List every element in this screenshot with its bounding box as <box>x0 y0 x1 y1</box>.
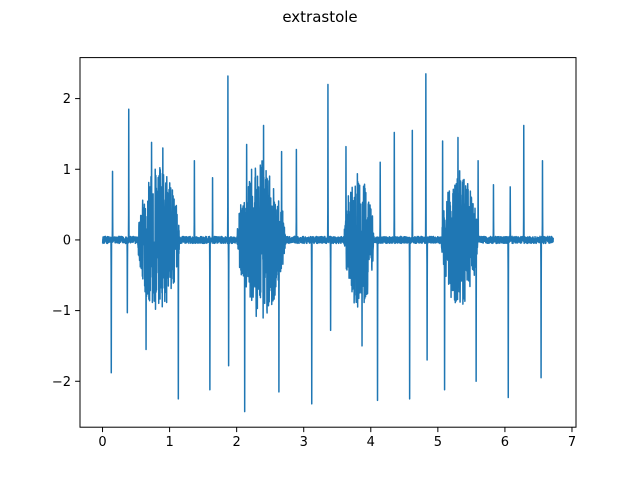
y-tick-label: 1 <box>63 163 71 178</box>
y-axis: −2 −1 0 1 2 <box>52 92 80 390</box>
x-tick-label: 0 <box>98 435 106 450</box>
x-tick-label: 2 <box>233 435 241 450</box>
series-line-0 <box>101 73 554 413</box>
series-layer <box>101 73 554 413</box>
x-tick-label: 4 <box>367 435 375 450</box>
chart-title: extrastole <box>282 8 357 26</box>
x-tick-label: 5 <box>434 435 442 450</box>
axes-frame <box>79 57 577 428</box>
x-tick-label: 7 <box>568 435 576 450</box>
x-tick-label: 6 <box>501 435 509 450</box>
y-tick-label: 2 <box>63 92 71 107</box>
x-axis: 0 1 2 3 4 5 6 7 <box>98 427 576 450</box>
y-tick-label: 0 <box>63 233 71 248</box>
y-tick-label: −2 <box>52 375 71 390</box>
x-tick-label: 3 <box>300 435 308 450</box>
x-tick-label: 1 <box>165 435 173 450</box>
y-tick-label: −1 <box>52 304 71 319</box>
